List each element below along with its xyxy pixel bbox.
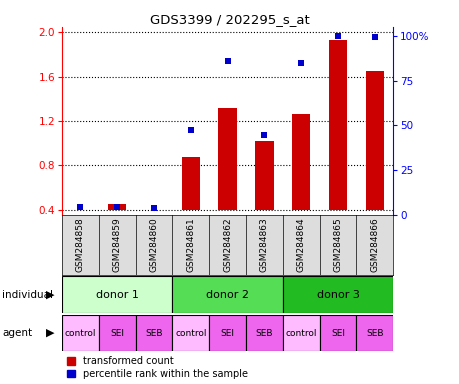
Text: GSM284864: GSM284864 <box>296 217 305 272</box>
Text: ▶: ▶ <box>46 328 55 338</box>
Text: ▶: ▶ <box>46 290 55 300</box>
Text: GSM284860: GSM284860 <box>149 217 158 272</box>
Bar <box>328 40 347 210</box>
Bar <box>291 114 310 210</box>
Text: agent: agent <box>2 328 32 338</box>
Bar <box>181 157 200 210</box>
Bar <box>282 276 392 313</box>
Bar <box>108 204 126 210</box>
Text: SEB: SEB <box>365 329 383 338</box>
Text: GSM284861: GSM284861 <box>186 217 195 272</box>
Text: donor 1: donor 1 <box>95 290 139 300</box>
Text: control: control <box>65 329 96 338</box>
Text: GSM284866: GSM284866 <box>369 217 379 272</box>
Text: GSM284863: GSM284863 <box>259 217 269 272</box>
Text: SEB: SEB <box>145 329 162 338</box>
Bar <box>99 315 135 351</box>
Text: control: control <box>285 329 316 338</box>
Legend: transformed count, percentile rank within the sample: transformed count, percentile rank withi… <box>67 356 247 379</box>
Text: GSM284858: GSM284858 <box>76 217 85 272</box>
Text: GSM284862: GSM284862 <box>223 217 232 272</box>
Bar <box>62 276 172 313</box>
Text: GSM284859: GSM284859 <box>112 217 122 272</box>
Bar <box>282 315 319 351</box>
Bar <box>365 71 383 210</box>
Bar <box>246 315 282 351</box>
Bar <box>135 315 172 351</box>
Text: donor 2: donor 2 <box>206 290 249 300</box>
Bar <box>255 141 273 210</box>
Text: SEB: SEB <box>255 329 273 338</box>
Text: GSM284865: GSM284865 <box>333 217 342 272</box>
Text: SEI: SEI <box>330 329 344 338</box>
Bar <box>172 276 282 313</box>
Text: individual: individual <box>2 290 53 300</box>
Bar <box>209 315 246 351</box>
Bar <box>218 108 236 210</box>
Bar <box>356 315 392 351</box>
Text: SEI: SEI <box>110 329 124 338</box>
Text: donor 3: donor 3 <box>316 290 359 300</box>
Text: GDS3399 / 202295_s_at: GDS3399 / 202295_s_at <box>150 13 309 26</box>
Bar <box>319 315 356 351</box>
Text: control: control <box>175 329 206 338</box>
Bar <box>172 315 209 351</box>
Bar <box>62 315 99 351</box>
Text: SEI: SEI <box>220 329 234 338</box>
